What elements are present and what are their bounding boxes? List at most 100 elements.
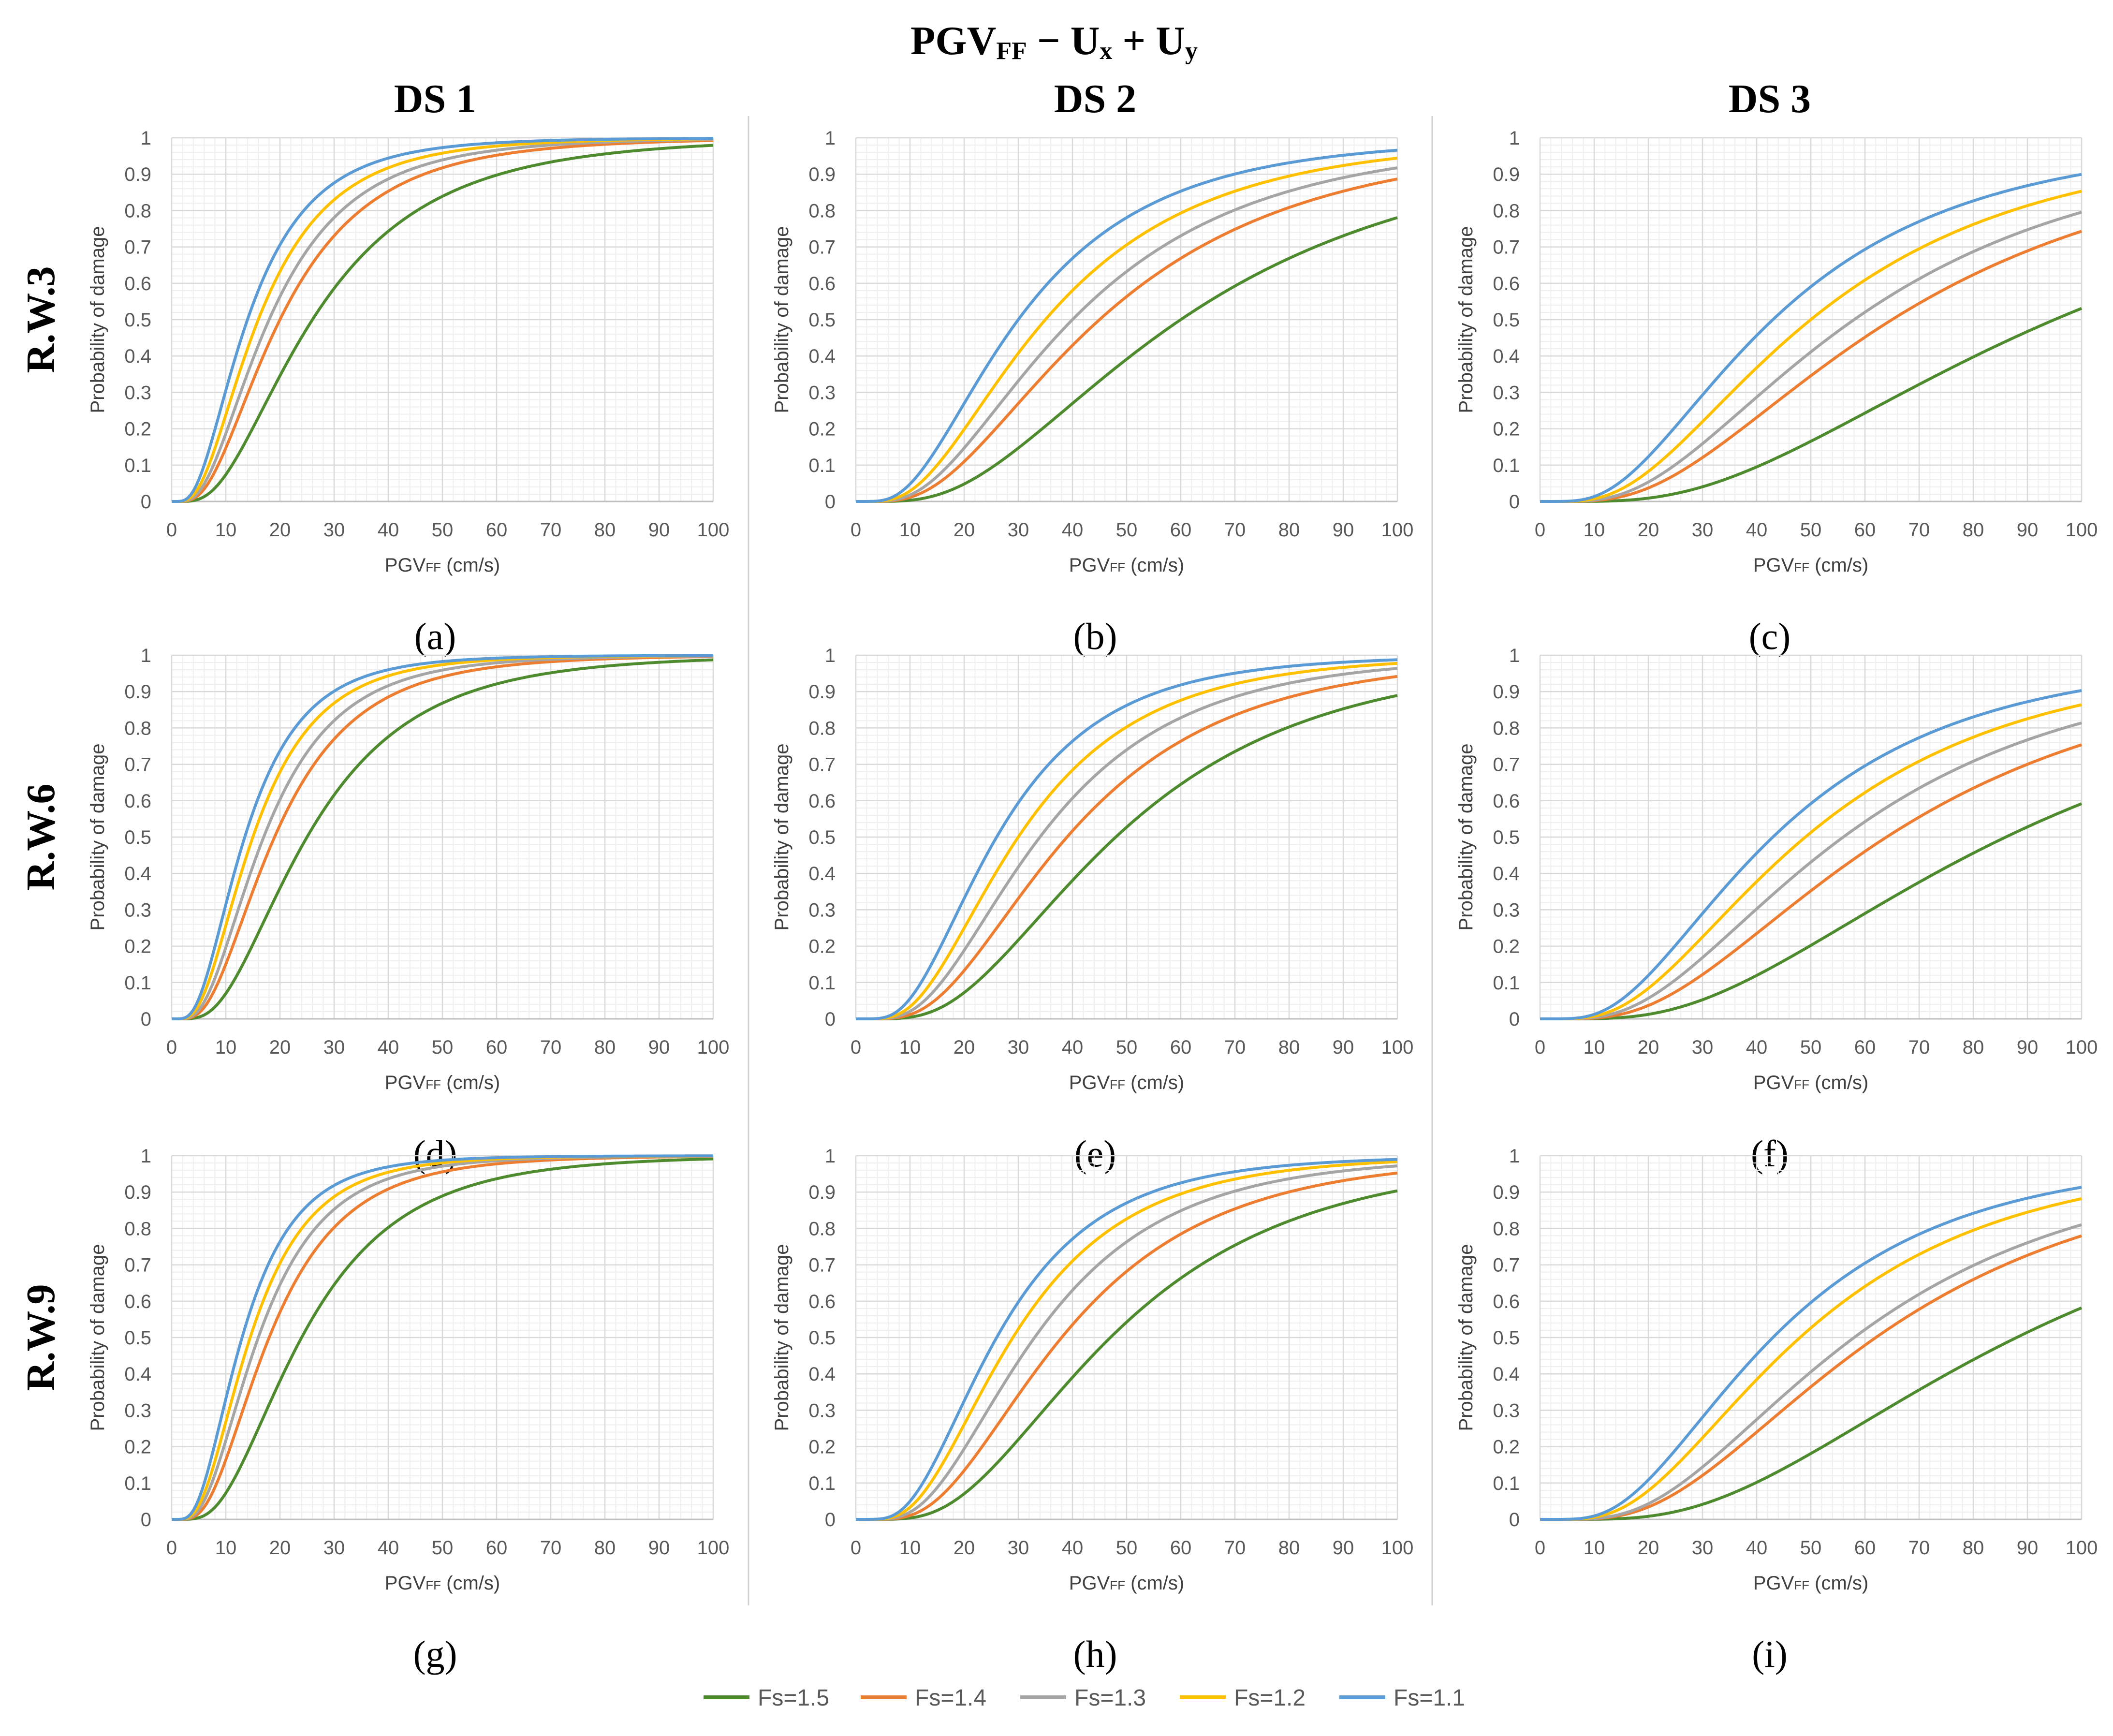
y-tick-label: 0.6 [1493, 273, 1520, 294]
x-tick-label: 20 [269, 1537, 291, 1559]
series-line-fs-1-2 [856, 662, 1398, 1020]
y-tick-label: 0.7 [124, 754, 151, 776]
x-tick-label: 80 [1963, 1537, 1984, 1559]
x-tick-label: 0 [1535, 1537, 1545, 1559]
x-tick-label: 50 [432, 1037, 454, 1058]
x-tick-label: 40 [378, 1537, 399, 1559]
x-tick-label: 80 [1278, 519, 1300, 541]
y-tick-label: 0.7 [808, 754, 836, 776]
series-line-fs-1-1 [172, 1154, 713, 1521]
y-tick-label: 0.4 [808, 863, 836, 884]
x-tick-label: 50 [1116, 1537, 1138, 1559]
x-tick-label: 10 [1584, 1537, 1605, 1559]
x-axis-label-subscript: FF [426, 560, 441, 574]
x-axis-label: PGVFF (cm/s) [1069, 1573, 1184, 1594]
x-tick-label: 90 [2017, 1537, 2039, 1559]
x-tick-label: 80 [1278, 1537, 1300, 1559]
x-tick-label: 90 [1333, 1537, 1354, 1559]
panel-letter: (e) [1074, 1133, 1116, 1175]
legend-label: Fs=1.2 [1234, 1685, 1306, 1711]
y-tick-label: 0.2 [1493, 936, 1520, 957]
x-axis-label: PGVFF (cm/s) [385, 1072, 500, 1093]
y-tick-label: 1 [825, 1146, 836, 1167]
y-tick-label: 0.6 [124, 791, 151, 812]
y-tick-label: 0 [1509, 1509, 1520, 1530]
x-tick-label: 10 [899, 519, 921, 541]
y-tick-label: 0.5 [124, 827, 151, 848]
series-line-fs-1-5 [856, 216, 1398, 503]
legend-item-fs-1-3: Fs=1.3 [1020, 1685, 1146, 1711]
x-tick-label: 60 [1170, 1037, 1192, 1058]
series-line-fs-1-2 [856, 1160, 1398, 1521]
y-tick-label: 1 [141, 1146, 151, 1167]
x-tick-label: 100 [2066, 519, 2098, 541]
x-axis-label-subscript: FF [1110, 1077, 1125, 1092]
x-tick-label: 60 [1854, 1037, 1876, 1058]
y-tick-label: 0.3 [808, 1400, 836, 1421]
series-line-fs-1-1 [1540, 689, 2082, 1020]
y-tick-label: 0.4 [1493, 1364, 1520, 1385]
x-tick-label: 10 [215, 1537, 237, 1559]
y-tick-label: 0.1 [1493, 455, 1520, 476]
x-axis-label-unit: (cm/s) [441, 1573, 500, 1594]
y-tick-label: 0.2 [124, 936, 151, 957]
x-tick-label: 90 [648, 1537, 670, 1559]
x-axis-label: PGVFF (cm/s) [1753, 1072, 1868, 1093]
chart-panel-a: 0 10 20 30 40 50 60 70 80 90 100 0 0.1 0.2 0.3 0.4 0.5 0.… [87, 128, 729, 657]
chart-panel-h: 0 10 20 30 40 50 60 70 80 90 100 0 0.1 0.2 0.3 0.4 0.5 0.… [771, 1146, 1413, 1675]
y-tick-label: 0 [825, 491, 836, 513]
y-tick-label: 0.8 [808, 718, 836, 739]
x-tick-label: 40 [1062, 519, 1084, 541]
x-tick-label: 30 [323, 519, 345, 541]
y-tick-label: 0.7 [1493, 237, 1520, 258]
panel-letter: (c) [1749, 615, 1791, 657]
chart-panel-g: 0 10 20 30 40 50 60 70 80 90 100 0 0.1 0.2 0.3 0.4 0.5 0.… [87, 1146, 729, 1675]
series-line-fs-1-3 [856, 1164, 1398, 1521]
x-axis-label: PGVFF (cm/s) [385, 1573, 500, 1594]
title-subscript: y [1185, 37, 1198, 65]
column-header-ds3: DS 3 [1729, 76, 1811, 121]
y-tick-label: 0.5 [808, 1327, 836, 1349]
y-tick-label: 0.3 [808, 382, 836, 403]
x-tick-label: 80 [1963, 519, 1984, 541]
x-axis-label-unit: (cm/s) [441, 555, 500, 576]
x-tick-label: 50 [1116, 1037, 1138, 1058]
x-tick-label: 50 [1800, 1037, 1822, 1058]
x-axis-label-unit: (cm/s) [1125, 1072, 1184, 1093]
y-tick-label: 0.3 [1493, 899, 1520, 921]
legend-item-fs-1-5: Fs=1.5 [704, 1685, 829, 1711]
series-line-fs-1-4 [1540, 743, 2082, 1020]
series-line-fs-1-1 [856, 148, 1398, 503]
x-tick-label: 20 [954, 1537, 975, 1559]
y-tick-label: 0.9 [124, 681, 151, 703]
x-tick-label: 0 [1535, 1037, 1545, 1058]
x-axis-label-subscript: FF [1110, 560, 1125, 574]
y-axis-label: Probability of damage [1455, 1244, 1477, 1431]
legend-label: Fs=1.3 [1074, 1685, 1146, 1711]
x-axis-label-main: PGV [385, 555, 426, 576]
y-tick-label: 0.8 [808, 1218, 836, 1239]
x-axis-label: PGVFF (cm/s) [1069, 1072, 1184, 1093]
series-line-fs-1-3 [1540, 721, 2082, 1020]
x-tick-label: 100 [1381, 519, 1414, 541]
y-axis-label: Probability of damage [771, 1244, 792, 1431]
y-tick-label: 0.7 [1493, 1255, 1520, 1276]
y-tick-label: 0.2 [1493, 419, 1520, 440]
y-tick-label: 0.6 [808, 1291, 836, 1312]
y-tick-label: 0.4 [124, 1364, 151, 1385]
y-tick-label: 0.4 [1493, 346, 1520, 367]
y-tick-label: 0 [1509, 1009, 1520, 1030]
x-axis-label: PGVFF (cm/s) [1069, 555, 1184, 576]
y-tick-label: 1 [141, 645, 151, 666]
series-line-fs-1-3 [856, 166, 1398, 503]
x-tick-label: 100 [697, 1037, 730, 1058]
legend-label: Fs=1.4 [915, 1685, 986, 1711]
x-tick-label: 70 [1908, 1537, 1930, 1559]
panel-letter: (h) [1073, 1633, 1117, 1675]
x-tick-label: 0 [851, 519, 861, 541]
x-tick-label: 80 [594, 1037, 616, 1058]
x-tick-label: 10 [215, 1037, 237, 1058]
y-tick-label: 0.6 [124, 273, 151, 294]
y-tick-label: 0.8 [124, 718, 151, 739]
y-tick-label: 0.1 [1493, 972, 1520, 994]
